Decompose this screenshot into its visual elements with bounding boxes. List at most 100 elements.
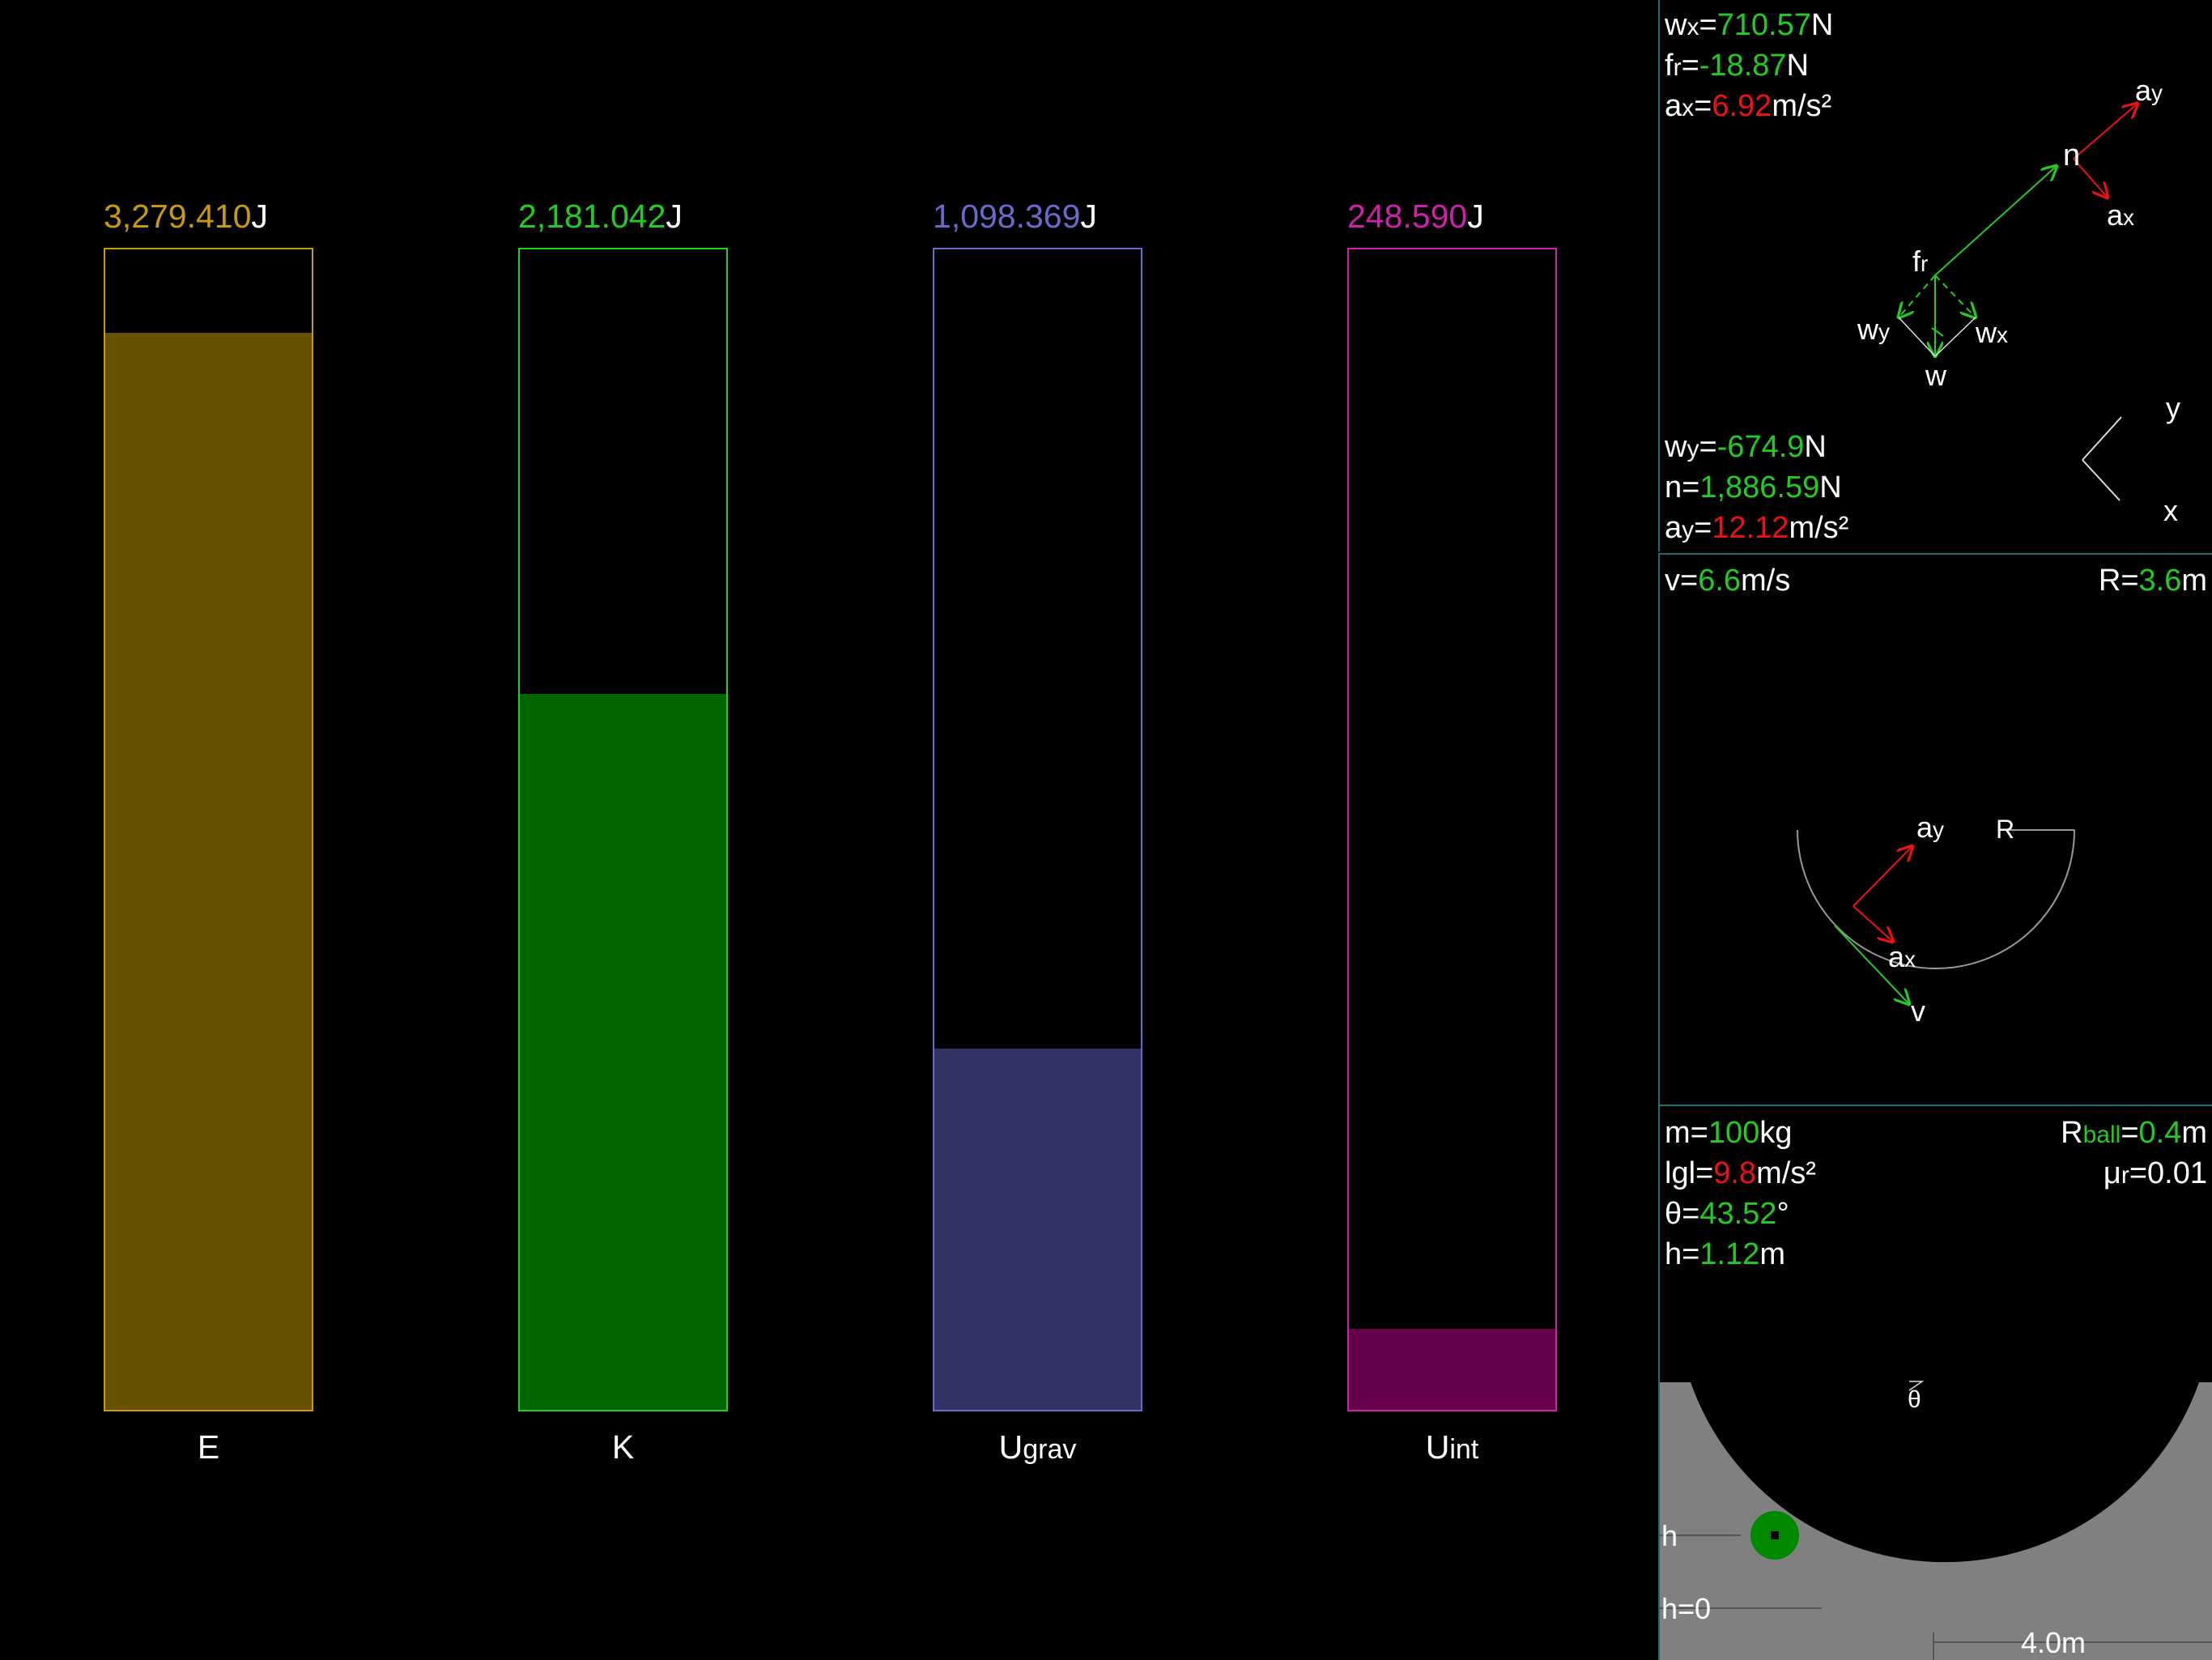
bar-fill [1349,1328,1555,1410]
readout-symbol: a [1665,511,1682,545]
label-main: a [1888,940,1905,973]
bar-label-main: E [197,1428,220,1466]
label-main: f [1912,245,1921,278]
readout-value: 6.92 [1712,89,1772,123]
bar-label-sub: int [1449,1434,1479,1465]
velocity-arrow [1834,925,1909,1004]
energy-bar-kinetic: 2,181.042J K [518,0,728,1658]
bar-label: E [104,1428,313,1466]
readout-symbol: lgl [1665,1156,1696,1190]
readout-symbol: v [1665,564,1680,598]
bar-label-main: K [611,1428,635,1466]
axis-y-line [2082,416,2122,461]
bar-label-sub: grav [1023,1434,1077,1465]
label-sub: y [1878,319,1890,344]
scene-view: θ h h=0 4.0m [1660,1381,2212,1660]
diagram-label-wx: wx [1975,316,2008,349]
ay-readout: ay=12.12m/s² [1665,511,1849,545]
fr-readout: fr=-18.87N [1665,49,1809,83]
energy-bar-internal: 248.590J Uint [1347,0,1557,1658]
label-sub: r [1921,251,1928,276]
bar-value-readout: 3,279.410J [104,198,268,236]
readout-unit: m [2181,564,2207,598]
readout-subscript: y [1682,517,1695,543]
parameters-panel: θ h h=0 4.0m m=100kg lgl=9.8m/s² θ=43.52… [1658,1105,2212,1660]
readout-unit: ° [1776,1197,1789,1231]
readout-value: 43.52 [1699,1197,1777,1231]
readout-subscript: x [1687,14,1699,40]
bar-value-number: 3,279.410 [104,198,252,235]
radius-readout: R=3.6m [2098,564,2207,598]
diagram-label-w: w [1925,359,1947,392]
diagram-label-wy: wy [1857,313,1890,346]
ax-readout: ax=6.92m/s² [1665,89,1832,123]
readout-unit: m [1759,1237,1785,1271]
friction-coefficient-readout: μr=0.01 [2103,1156,2207,1190]
bar-value-unit: J [1467,198,1484,235]
readout-unit: N [1804,430,1827,464]
readout-value: 9.8 [1713,1156,1757,1190]
diagram-label-ay: ay [2135,74,2163,107]
readout-symbol: R [2061,1116,2083,1150]
readout-unit: N [1810,8,1834,42]
readout-subscript: x [1682,95,1695,121]
bar-value-number: 1,098.369 [933,198,1081,235]
ay-arrow [1853,846,1912,907]
energy-bar-chart: 3,279.410J E 2,181.042J K 1,098.369J Ugr… [104,0,1557,1658]
v-readout: v=6.6m/s [1665,564,1791,598]
bar-value-number: 248.590 [1347,198,1468,235]
axis-label-y: y [2166,391,2180,424]
bar-label: Uint [1347,1428,1557,1466]
label-main: w [1857,313,1879,346]
readout-unit: m/s² [1789,511,1849,545]
readout-symbol: a [1665,89,1682,123]
motion-label-R: R [1996,815,2014,844]
bar-label: K [518,1428,728,1466]
readout-unit: N [1786,49,1809,83]
readout-value: 710.57 [1716,8,1811,42]
readout-value: 12.12 [1712,511,1789,545]
readout-value: 3.6 [2138,564,2182,598]
weight-component-guide [1898,317,1936,357]
gravity-readout: lgl=9.8m/s² [1665,1156,1816,1190]
free-body-diagram: ay n ax fr wy wx w y x [1857,74,2180,527]
bar-value-readout: 1,098.369J [933,198,1097,236]
height-readout: h=1.12m [1665,1237,1785,1271]
energy-bar-gravitational: 1,098.369J Ugrav [933,0,1142,1658]
forces-panel: wx=710.57N fr=-18.87N ax=6.92m/s² ay n a… [1658,0,2212,551]
scene-label-theta: θ [1908,1386,1921,1413]
readout-unit: kg [1759,1116,1793,1150]
bar-fill [520,693,726,1410]
weight-y-arrow [1899,275,1936,317]
friction-arrow [1931,327,1944,337]
diagram-label-fr: fr [1912,245,1928,278]
ball-marker [1771,1531,1779,1539]
bar-value-readout: 248.590J [1347,198,1484,236]
readout-value: 0.01 [2147,1156,2207,1190]
bar-value-readout: 2,181.042J [518,198,683,236]
angle-indicator [1908,1381,1925,1391]
angle-readout: θ=43.52° [1665,1197,1789,1231]
readout-value: 6.6 [1698,564,1742,598]
readout-symbol: f [1665,49,1674,83]
wx-readout: wx=710.57N [1665,8,1834,42]
scene-label-scale: 4.0m [2021,1626,2086,1659]
readout-symbol: m [1665,1116,1691,1150]
label-sub: x [1904,947,1916,972]
n-readout: n=1,886.59N [1665,470,1842,504]
readout-value: 100 [1708,1116,1760,1150]
readout-value: -674.9 [1716,430,1805,464]
bar-value-unit: J [1080,198,1097,235]
label-sub: y [2151,80,2163,105]
label-sub: y [1933,817,1944,842]
readout-symbol: h [1665,1237,1682,1271]
bar-value-unit: J [251,198,268,235]
axis-label-x: x [2163,494,2178,527]
label-sub: x [2123,205,2134,230]
wy-readout: wy=-674.9N [1665,430,1827,464]
scene-label-h0: h=0 [1661,1592,1711,1625]
label-sub: x [1997,322,2008,347]
weight-component-guide [1934,317,1976,357]
readout-subscript: r [1673,54,1682,81]
bar-fill [105,333,312,1410]
